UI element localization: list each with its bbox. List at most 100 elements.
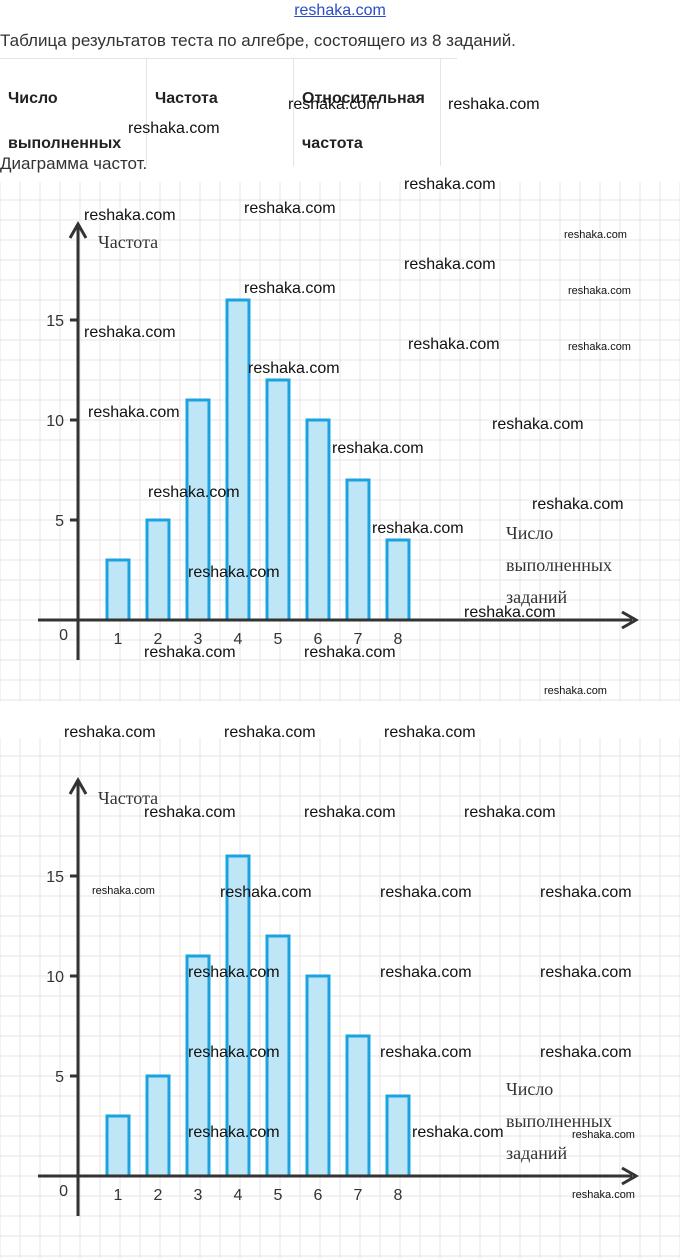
watermark: reshaka.com (128, 120, 220, 137)
table-header-cell: Число выполненных (0, 58, 147, 166)
watermark: reshaka.com (372, 520, 464, 537)
intro-text: Таблица результатов теста по алгебре, со… (0, 31, 516, 50)
x-tick-label: 5 (274, 1187, 283, 1204)
x-axis-label: Число выполненных заданий (506, 523, 612, 607)
watermark: reshaka.com (464, 804, 556, 821)
x-tick-label: 2 (154, 631, 163, 648)
watermark: reshaka.com (188, 1124, 280, 1141)
y-axis-arrow (68, 776, 88, 795)
table-header-cell (440, 58, 457, 166)
origin-label: 0 (59, 627, 68, 644)
x-tick-label: 4 (234, 1187, 243, 1204)
watermark: reshaka.com (448, 96, 540, 113)
frequency-chart-svg: 5 10 15 0 1 2 3 4 5 6 7 8 Частота Число выполненных зад… (0, 738, 680, 1258)
watermark: reshaka.com (84, 324, 176, 341)
x-axis-label-line: заданий (506, 587, 568, 607)
watermark: reshaka.com (412, 1124, 504, 1141)
watermark: reshaka.com (404, 256, 496, 273)
x-tick-label: 6 (314, 631, 323, 648)
chart-bar (345, 1034, 371, 1178)
chart-bar (105, 1114, 131, 1178)
watermark: reshaka.com (380, 884, 472, 901)
watermark: reshaka.com (408, 336, 500, 353)
watermark: reshaka.com (540, 884, 632, 901)
watermark: reshaka.com (84, 207, 176, 224)
chart-bar (345, 478, 371, 622)
chart-bar (185, 954, 211, 1178)
watermark: reshaka.com (244, 280, 336, 297)
frequency-chart: 5 10 15 0 1 2 3 4 5 6 7 8 Частота Число выполненных зад… (0, 738, 680, 1258)
chart-grid (0, 738, 680, 1258)
watermark: reshaka.com (384, 724, 476, 741)
x-tick-label: 3 (194, 631, 203, 648)
y-tick-label: 15 (46, 869, 64, 886)
x-tick-label: 5 (274, 631, 283, 648)
chart-bar (145, 1074, 171, 1178)
x-axis-label-line: Число (506, 1079, 553, 1099)
x-tick-label: 6 (314, 1187, 323, 1204)
frequency-chart-svg: 5 10 15 0 1 2 3 4 5 6 7 8 Частота Число выполненных зад… (0, 182, 680, 702)
watermark: reshaka.com (380, 1044, 472, 1061)
chart-bar (265, 378, 291, 622)
chart-bar (105, 558, 131, 622)
x-tick-label: 1 (114, 1187, 123, 1204)
y-tick-label: 10 (46, 413, 64, 430)
watermark: reshaka.com (244, 200, 336, 217)
x-tick-label: 7 (354, 631, 363, 648)
watermark: reshaka.com (572, 1189, 635, 1201)
x-axis-label-line: выполненных (506, 555, 612, 575)
chart-bar (305, 418, 331, 622)
watermark: reshaka.com (568, 341, 631, 353)
watermark: reshaka.com (64, 724, 156, 741)
x-axis-arrow (621, 610, 640, 630)
watermark: reshaka.com (148, 484, 240, 501)
watermark: reshaka.com (144, 644, 236, 661)
table-header-cell: Частота (146, 58, 294, 166)
y-tick-label: 15 (46, 313, 64, 330)
x-axis-arrow (621, 1166, 640, 1186)
watermark: reshaka.com (540, 964, 632, 981)
x-tick-label: 4 (234, 631, 243, 648)
table-header-cell: Относительная частота (293, 58, 441, 166)
watermark: reshaka.com (404, 176, 496, 193)
watermark: reshaka.com (540, 1044, 632, 1061)
watermark: reshaka.com (88, 404, 180, 421)
y-axis-arrow (68, 220, 88, 239)
origin-label: 0 (59, 1183, 68, 1200)
y-axis-label: Частота (98, 788, 158, 808)
table-row: Число выполненных Частота Относительная … (0, 58, 457, 166)
watermark: reshaka.com (332, 440, 424, 457)
watermark: reshaka.com (188, 564, 280, 581)
x-tick-label: 1 (114, 631, 123, 648)
x-tick-label: 3 (194, 1187, 203, 1204)
watermark: reshaka.com (532, 496, 624, 513)
chart-bar (185, 398, 211, 622)
chart-bar (145, 518, 171, 622)
watermark: reshaka.com (464, 604, 556, 621)
chart-bar (305, 974, 331, 1178)
watermark: reshaka.com (92, 885, 155, 897)
watermark: reshaka.com (188, 964, 280, 981)
watermark: reshaka.com (224, 724, 316, 741)
x-tick-label: 8 (394, 631, 403, 648)
watermark: reshaka.com (568, 285, 631, 297)
watermark: reshaka.com (304, 804, 396, 821)
frequency-chart: 5 10 15 0 1 2 3 4 5 6 7 8 Частота Число выполненных зад… (0, 182, 680, 702)
watermark: reshaka.com (144, 804, 236, 821)
x-axis-label-line: заданий (506, 1143, 568, 1163)
chart-bar (385, 1094, 411, 1178)
watermark: reshaka.com (492, 416, 584, 433)
watermark: reshaka.com (572, 1129, 635, 1141)
watermark: reshaka.com (248, 360, 340, 377)
x-tick-label: 8 (394, 1187, 403, 1204)
watermark: reshaka.com (304, 644, 396, 661)
site-title[interactable]: reshaka.com (294, 2, 386, 19)
watermark: reshaka.com (544, 685, 607, 697)
x-tick-label: 2 (154, 1187, 163, 1204)
watermark: reshaka.com (564, 229, 627, 241)
x-axis-label-line: Число (506, 523, 553, 543)
watermark: reshaka.com (380, 964, 472, 981)
chart-bar (385, 538, 411, 622)
x-axis-label: Число выполненных заданий (506, 1079, 612, 1163)
watermark: reshaka.com (188, 1044, 280, 1061)
